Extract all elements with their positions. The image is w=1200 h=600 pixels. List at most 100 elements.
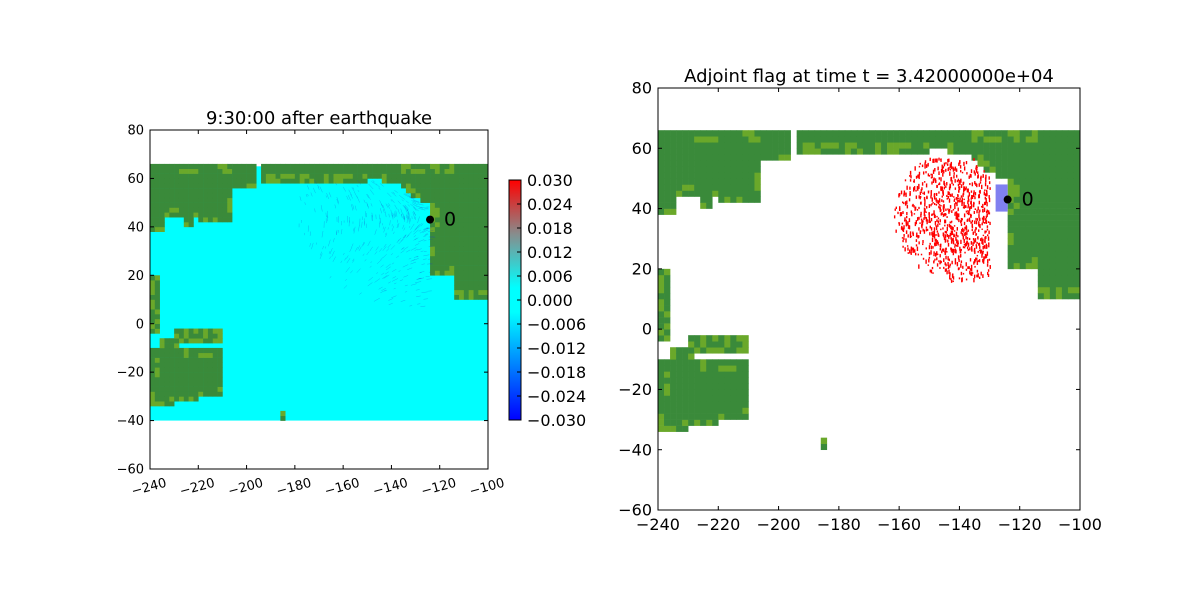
land-cell [772,154,779,161]
land-cell [463,236,469,242]
wave-streak [409,197,415,200]
flag-cell [930,245,933,250]
flag-cell [952,276,955,280]
land-cell [1043,280,1051,288]
flag-cell [954,179,956,183]
land-cell [1049,256,1057,264]
wave-streak [421,291,428,294]
land-cell [178,367,185,373]
flag-cell [955,244,958,247]
flag-cell [948,209,950,212]
land-cell [183,163,189,170]
flag-cell [988,212,991,215]
flag-cell [956,197,958,201]
land-cell [410,183,416,189]
land-cell [772,148,779,155]
flag-cell [942,227,944,230]
flag-cell [936,251,938,256]
land-cell [164,207,170,213]
land-cell [1049,166,1057,173]
land-cell [905,142,912,149]
land-cell [700,407,707,414]
land-cell [664,305,671,312]
land-cell [712,154,719,161]
land-cell [1073,190,1080,197]
wave-streak [423,240,427,242]
land-cell [1073,244,1080,252]
land-cell [439,260,445,266]
land-cell [736,178,743,185]
land-cell [712,184,719,191]
land-cell [188,391,194,397]
land-cell [1055,184,1063,191]
flag-cell [972,203,975,208]
land-cell [169,347,175,354]
land-cell [1067,208,1075,215]
flag-cell [898,221,900,225]
wave-streak [382,246,387,251]
flag-cell [947,158,949,163]
flag-cell [952,208,955,211]
flag-cell [946,270,948,275]
flag-cell [962,181,965,184]
land-cell [718,172,725,179]
land-cell [285,178,291,184]
land-cell [1061,130,1069,137]
land-cell [1043,250,1051,258]
wave-streak [396,223,399,229]
land-cell [899,148,906,155]
flag-cell [931,181,933,185]
land-cell [1043,226,1051,233]
land-cell [658,359,665,366]
land-cell [1061,148,1069,155]
flag-cell [969,272,972,275]
flag-cell [950,240,953,244]
land-cell [444,217,450,223]
land-cell [718,359,725,366]
flag-cell [977,273,979,278]
land-cell [203,168,209,174]
flag-cell [931,173,933,179]
land-cell [760,142,767,149]
wave-streak [391,198,395,204]
land-cell [217,362,223,368]
land-cell [712,148,719,155]
land-cell [850,142,858,149]
colorbar-tick-label: −0.024 [527,387,586,406]
wave-streak [407,192,410,195]
flag-cell [944,238,947,243]
flag-cell [948,208,951,213]
flag-cell [905,192,907,197]
land-cell [712,359,719,366]
wave-streak [367,282,373,287]
land-cell [357,163,363,170]
flag-cell [945,185,947,188]
land-cell [159,163,165,170]
flag-cell [928,256,931,259]
wave-streak [321,230,324,238]
land-cell [290,173,296,179]
flag-cell [957,255,960,260]
land-cell [808,136,816,143]
land-cell [193,168,199,174]
wave-streak [317,186,320,190]
flag-cell [911,204,914,207]
land-cell [658,280,665,288]
wave-streak [319,253,323,260]
land-cell [150,386,156,392]
wave-streak [357,189,360,193]
flag-cell [947,239,949,243]
flag-cell [906,200,908,205]
flag-cell [940,261,942,263]
flag-cell [945,263,947,267]
land-cell [1025,262,1033,270]
wave-streak [346,258,351,264]
land-cell [207,192,214,199]
land-cell [935,142,942,149]
land-cell [784,142,791,149]
land-cell [439,197,445,203]
flag-cell [948,235,950,239]
wave-streak [307,193,309,197]
flag-cell [918,183,920,189]
land-cell [1061,160,1069,167]
